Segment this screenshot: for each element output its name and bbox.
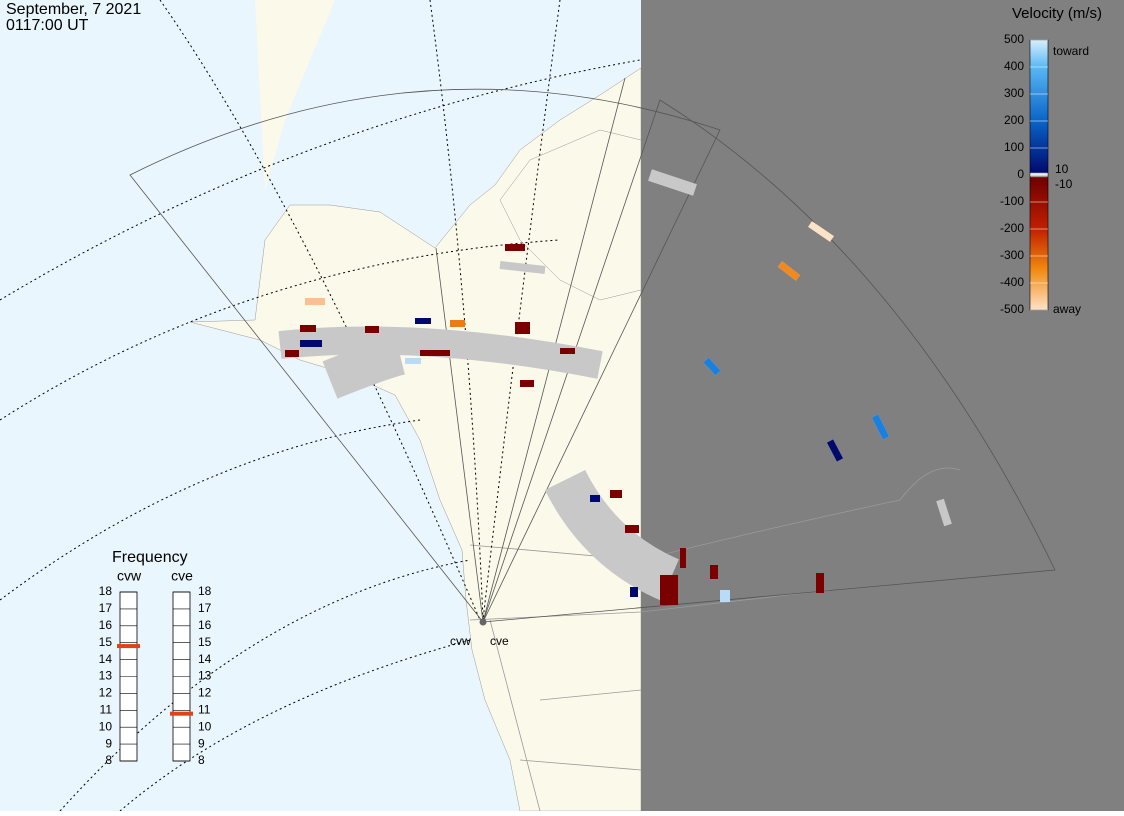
frequency-marker (117, 644, 140, 649)
frequency-tick-label: 12 (198, 686, 212, 700)
frequency-tick-label: 11 (198, 702, 211, 716)
frequency-tick-label: 17 (198, 601, 212, 615)
colorbar-tick-label: 0 (1017, 167, 1024, 181)
colorbar-tick-label: 500 (1004, 32, 1024, 46)
station-label: cve (490, 634, 509, 648)
radar-name: cvw (117, 568, 142, 584)
scatter-bands (278, 169, 952, 601)
frequency-tick-label: 15 (99, 635, 113, 649)
night-region (641, 0, 1124, 811)
colorbar-tick-label: -300 (1000, 248, 1024, 262)
radar-site (479, 618, 487, 626)
frequency-tick-label: 8 (105, 753, 112, 767)
land (255, 0, 335, 190)
frequency-tick-label: 10 (99, 719, 113, 733)
colorbar-tick-label: 200 (1004, 113, 1024, 127)
frequency-tick-label: 9 (198, 736, 205, 750)
frequency-tick-label: 14 (198, 652, 212, 666)
radar-fov (129, 77, 1056, 623)
frequency-tick-label: 9 (105, 736, 112, 750)
frequency-tick-label: 17 (99, 601, 113, 615)
frequency-marker (170, 711, 193, 716)
frequency-title: Frequency (112, 549, 188, 566)
colorbar-label: away (1053, 302, 1081, 316)
colorbar-label: toward (1053, 44, 1089, 58)
colorbar-title: Velocity (m/s) (1012, 5, 1102, 22)
frequency-tick-label: 18 (198, 584, 212, 598)
frequency-tick-label: 14 (99, 652, 113, 666)
land (499, 129, 642, 301)
colorbar-tick-label: 100 (1004, 140, 1024, 154)
frequency-tick-label: 16 (198, 618, 212, 632)
frequency-tick-label: 10 (198, 719, 212, 733)
frequency-tick-label: 11 (100, 702, 113, 716)
graticule (0, 0, 641, 812)
colorbar-tick-label: -400 (1000, 275, 1024, 289)
station-label: cvw (450, 634, 471, 648)
radar-name: cve (171, 568, 193, 584)
frequency-tick-label: 18 (99, 584, 113, 598)
colorbar-tick-label: -100 (1000, 194, 1024, 208)
frequency-tick-label: 8 (198, 753, 205, 767)
date: September, 7 2021 (6, 1, 141, 18)
colorbar-tick-label: 10 (1055, 162, 1069, 176)
frequency-tick-label: 16 (99, 618, 113, 632)
frequency-tick-label: 12 (99, 686, 113, 700)
frequency-tick-label: 15 (198, 635, 212, 649)
frequency-tick-label: 13 (198, 669, 212, 683)
colorbar-tick-label: 400 (1004, 59, 1024, 73)
colorbar-tick-label: 300 (1004, 86, 1024, 100)
borders (469, 467, 961, 812)
time: 0117:00 UT (6, 17, 89, 34)
colorbar-tick-label: -200 (1000, 221, 1024, 235)
velocity-cells (285, 221, 890, 605)
frequency-tick-label: 13 (99, 669, 113, 683)
colorbar-tick-label: -500 (1000, 302, 1024, 316)
colorbar-tick-label: -10 (1055, 177, 1073, 191)
